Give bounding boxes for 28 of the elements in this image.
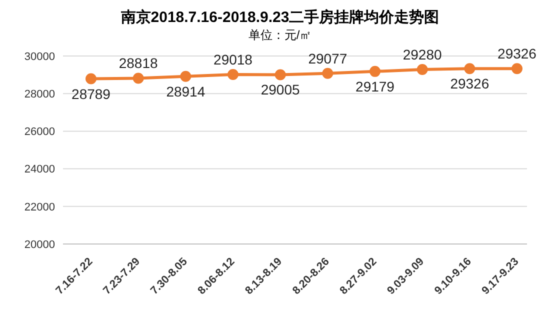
y-tick-label: 26000 xyxy=(24,126,55,138)
point xyxy=(464,63,476,74)
y-tick-label: 24000 xyxy=(24,164,55,176)
point xyxy=(86,73,96,84)
point xyxy=(132,72,144,84)
point xyxy=(370,66,380,77)
data-label: 28789 xyxy=(72,86,111,102)
point xyxy=(512,63,522,74)
data-label: 28818 xyxy=(118,55,158,72)
y-tick-label: 20000 xyxy=(24,238,55,251)
chart-subtitle: 单位：元/㎡ xyxy=(247,27,313,44)
y-tick-label: 30000 xyxy=(24,50,55,63)
point xyxy=(180,70,192,82)
data-label: 28914 xyxy=(166,83,206,100)
point xyxy=(322,68,334,79)
data-label: 29326 xyxy=(450,76,490,92)
y-tick-label: 28000 xyxy=(24,88,55,101)
point xyxy=(416,64,428,76)
data-label: 29326 xyxy=(498,46,537,62)
data-label: 29280 xyxy=(402,46,442,63)
data-label: 29005 xyxy=(260,82,300,98)
y-tick-label: 22000 xyxy=(24,201,55,214)
data-label: 29018 xyxy=(214,51,253,68)
point xyxy=(274,69,286,80)
chart-title: 南京2018.7.16-2018.9.23二手房挂牌均价走势图 xyxy=(120,8,440,27)
point xyxy=(228,68,238,80)
data-label: 29077 xyxy=(308,50,348,66)
data-label: 29179 xyxy=(356,78,395,94)
